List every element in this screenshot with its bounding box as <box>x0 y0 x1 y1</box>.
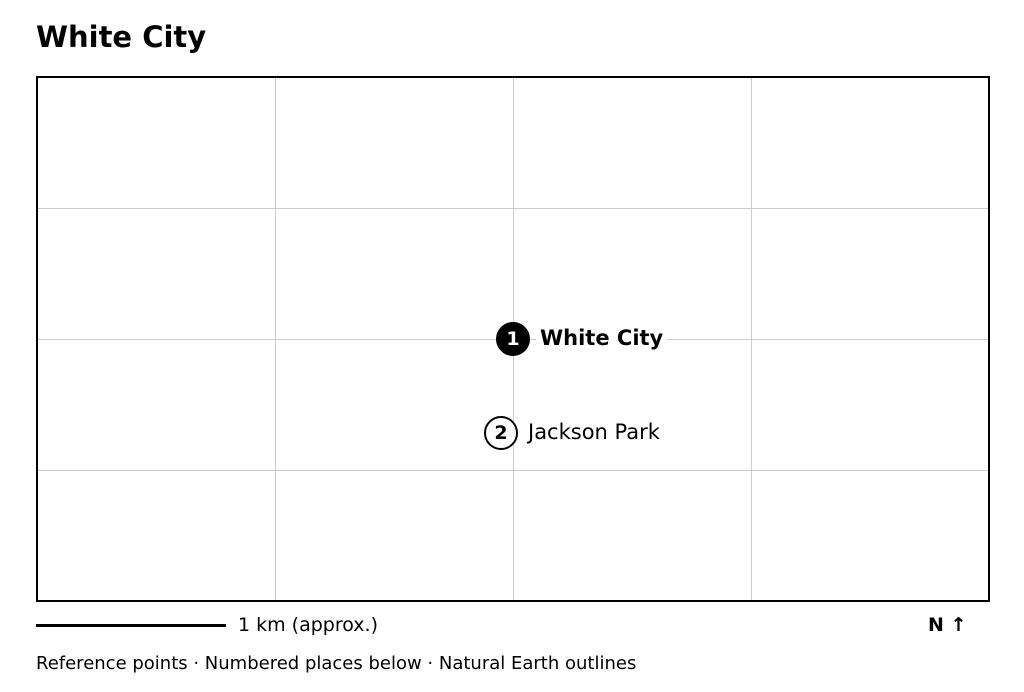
place-marker-number: 1 <box>506 327 520 350</box>
place-marker-white-city[interactable]: 1 <box>496 322 530 356</box>
place-label-jackson-park: Jackson Park <box>524 419 664 445</box>
north-arrow-icon: N ↑ <box>928 614 967 636</box>
place-marker-number: 2 <box>494 421 508 444</box>
place-label-white-city: White City <box>536 325 668 351</box>
scale-bar-label: 1 km (approx.) <box>238 614 378 636</box>
grid-line-horizontal <box>38 470 988 471</box>
scale-bar <box>36 624 226 627</box>
map-canvas[interactable]: 1 White City 2 Jackson Park <box>36 76 990 602</box>
place-marker-jackson-park[interactable]: 2 <box>484 416 518 450</box>
map-attribution: Reference points · Numbered places below… <box>36 653 637 674</box>
grid-line-horizontal <box>38 208 988 209</box>
map-title: White City <box>36 20 207 54</box>
